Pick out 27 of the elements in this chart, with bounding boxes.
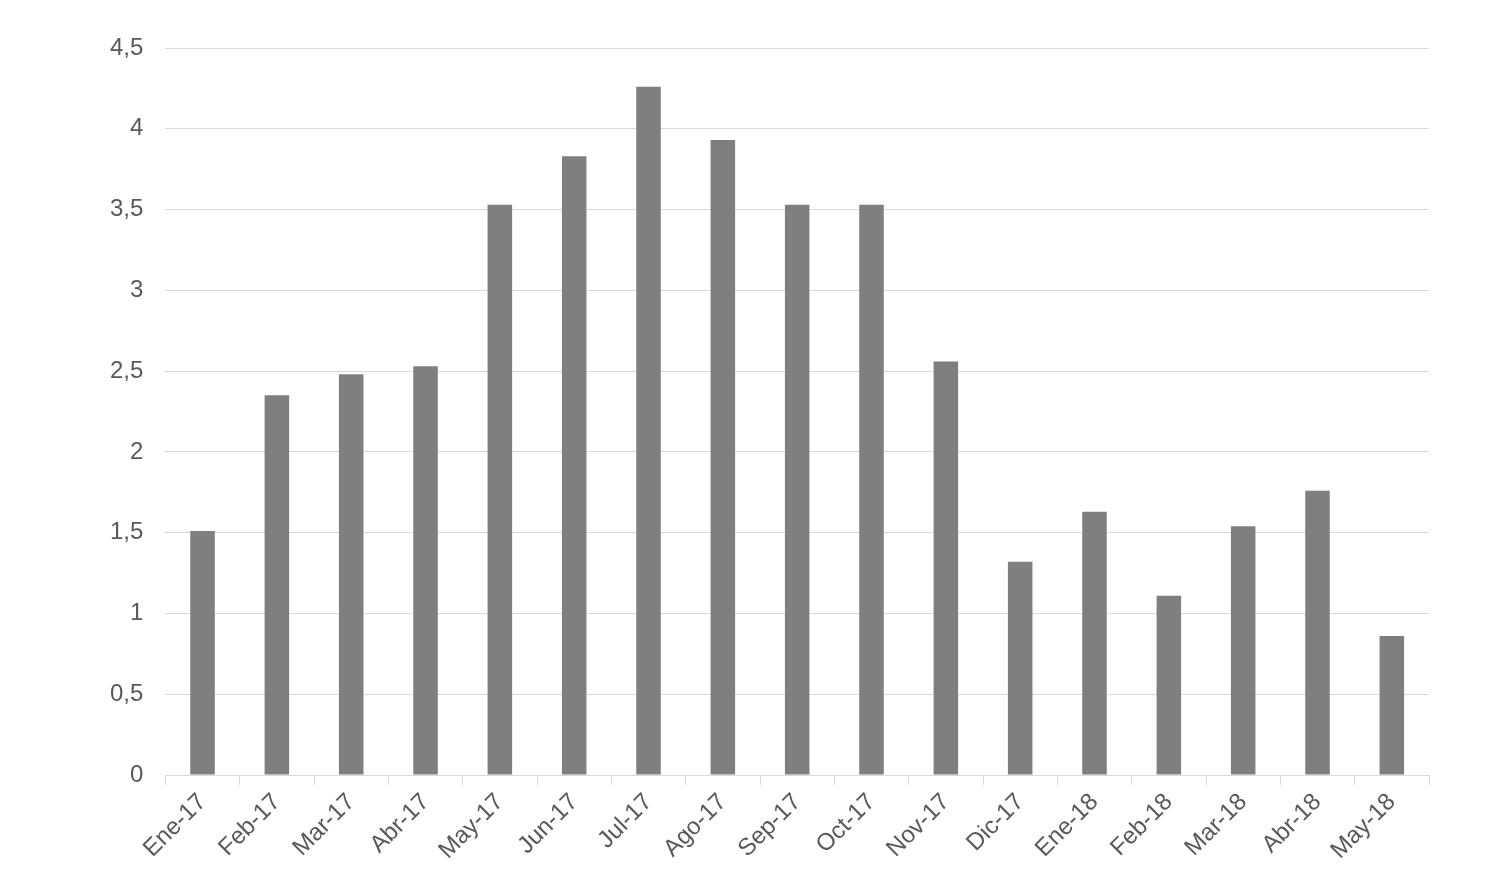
bar — [784, 204, 810, 775]
y-tick-label: 3 — [130, 274, 144, 302]
bar — [636, 86, 661, 775]
bar — [1379, 636, 1405, 775]
y-tick-label: 0 — [130, 759, 144, 787]
bar — [710, 140, 736, 775]
bar — [1230, 526, 1256, 775]
bar — [1305, 490, 1330, 775]
y-tick-label: 2 — [130, 436, 144, 464]
bar — [1082, 511, 1107, 775]
y-tick-label: 0,5 — [109, 678, 144, 706]
y-tick-label: 4 — [130, 113, 144, 141]
bar — [190, 531, 215, 775]
y-tick-label: 4,5 — [109, 32, 144, 60]
y-tick-label: 1 — [130, 598, 144, 626]
y-tick-label: 1,5 — [109, 517, 144, 545]
bar — [1156, 595, 1182, 775]
bar — [338, 374, 364, 775]
y-tick-label: 3,5 — [109, 194, 144, 222]
y-tick-label: 2,5 — [109, 355, 144, 383]
bar — [561, 156, 587, 775]
bar — [264, 395, 290, 775]
bar — [859, 204, 884, 775]
bar — [1007, 561, 1033, 775]
bar — [933, 361, 959, 775]
bar — [487, 204, 513, 775]
bar — [413, 366, 438, 775]
